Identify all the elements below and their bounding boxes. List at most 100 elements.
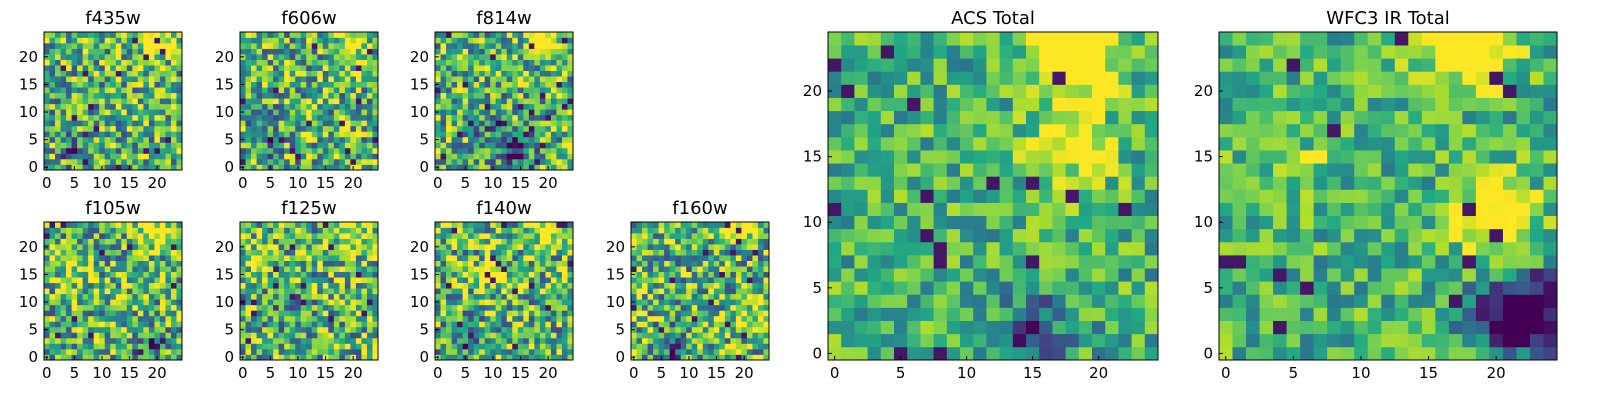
heatmap-cell — [93, 337, 100, 344]
heatmap-cell — [49, 87, 56, 94]
heatmap-cell — [71, 282, 78, 289]
heatmap-cell — [446, 222, 452, 228]
heatmap-cell — [479, 92, 486, 99]
heatmap-cell — [550, 277, 557, 284]
heatmap-cell — [165, 244, 172, 250]
heatmap-cell — [148, 103, 155, 110]
heatmap-cell — [170, 37, 177, 44]
heatmap-cell — [545, 266, 552, 273]
heatmap-cell — [636, 288, 643, 295]
heatmap-cell — [333, 293, 340, 300]
heatmap-cell — [262, 81, 268, 88]
heatmap-cell — [273, 70, 279, 77]
heatmap-cell — [322, 348, 329, 355]
heatmap-cell — [719, 255, 726, 261]
heatmap-cell — [317, 98, 324, 105]
heatmap-cell — [664, 321, 670, 328]
heatmap-cell — [446, 158, 452, 165]
heatmap-cell — [355, 142, 362, 149]
heatmap-cell — [490, 343, 497, 350]
heatmap-cell — [49, 348, 56, 355]
heatmap-cell — [680, 332, 687, 339]
heatmap-cell — [104, 348, 111, 355]
heatmap-cell — [506, 109, 513, 116]
heatmap-cell — [763, 233, 770, 239]
heatmap-cell — [328, 59, 335, 66]
heatmap-cell — [143, 54, 150, 60]
heatmap-cell — [306, 255, 313, 261]
heatmap-cell — [110, 153, 117, 160]
heatmap-cell — [71, 70, 78, 77]
heatmap-cell — [60, 238, 67, 245]
heatmap-cell — [490, 59, 497, 66]
heatmap-cell — [719, 326, 726, 333]
panel-title: f606w — [281, 8, 336, 29]
heatmap-cell — [528, 343, 535, 350]
heatmap-cell — [669, 222, 676, 228]
heatmap-cell — [71, 326, 78, 333]
heatmap-cell — [284, 277, 291, 284]
heatmap-cell — [501, 266, 508, 273]
heatmap-cell — [473, 326, 480, 333]
heatmap-cell — [512, 136, 519, 143]
heatmap-cell — [170, 120, 177, 127]
heatmap-cell — [99, 326, 106, 333]
heatmap-cell — [262, 120, 268, 127]
heatmap-cell — [534, 142, 541, 149]
heatmap-cell — [512, 43, 519, 49]
heatmap-cell — [55, 109, 61, 116]
heatmap-cell — [361, 266, 368, 273]
heatmap-cell — [1092, 333, 1106, 348]
heatmap-cell — [841, 150, 855, 164]
heatmap-cell — [631, 293, 637, 300]
heatmap-cell — [262, 249, 268, 256]
heatmap-cell — [484, 310, 491, 317]
heatmap-cell — [1052, 136, 1066, 151]
heatmap-cell — [545, 238, 552, 245]
heatmap-cell — [719, 343, 726, 350]
heatmap-cell — [517, 255, 524, 261]
heatmap-cell — [143, 343, 150, 350]
heatmap-cell — [256, 65, 263, 71]
heatmap-cell — [757, 310, 764, 317]
heatmap-cell — [697, 293, 704, 300]
heatmap-cell — [121, 255, 128, 261]
heatmap-cell — [366, 249, 373, 256]
heatmap-cell — [77, 54, 83, 60]
heatmap-cell — [289, 343, 296, 350]
heatmap-cell — [462, 136, 469, 143]
heatmap-cell — [60, 288, 67, 295]
heatmap-cell — [132, 153, 139, 160]
heatmap-cell — [719, 315, 726, 322]
heatmap-cell — [741, 227, 748, 234]
heatmap-cell — [512, 147, 519, 154]
heatmap-cell — [159, 249, 166, 256]
heatmap-cell — [691, 266, 698, 273]
heatmap-cell — [763, 238, 770, 245]
heatmap-cell — [506, 238, 513, 245]
heatmap-cell — [143, 125, 150, 132]
heatmap-cell — [66, 354, 72, 361]
heatmap-cell — [680, 326, 687, 333]
heatmap-cell — [680, 288, 687, 295]
heatmap-cell — [752, 343, 759, 350]
heatmap-cell — [284, 321, 291, 328]
heatmap-cell — [550, 54, 557, 60]
heatmap-cell — [93, 65, 100, 71]
heatmap-cell — [479, 120, 486, 127]
heatmap-cell — [137, 43, 144, 49]
heatmap-cell — [137, 125, 144, 132]
heatmap-cell — [501, 142, 508, 149]
heatmap-cell — [60, 81, 67, 88]
heatmap-cell — [495, 310, 502, 317]
heatmap-cell — [495, 343, 502, 350]
heatmap-cell — [267, 109, 274, 116]
heatmap-cell — [251, 81, 257, 88]
heatmap-cell — [110, 343, 117, 350]
heatmap-cell — [724, 260, 731, 267]
heatmap-cell — [350, 136, 357, 143]
heatmap-cell — [154, 131, 161, 138]
heatmap-cell — [350, 233, 357, 239]
heatmap-cell — [724, 288, 731, 295]
heatmap-cell — [148, 277, 155, 284]
